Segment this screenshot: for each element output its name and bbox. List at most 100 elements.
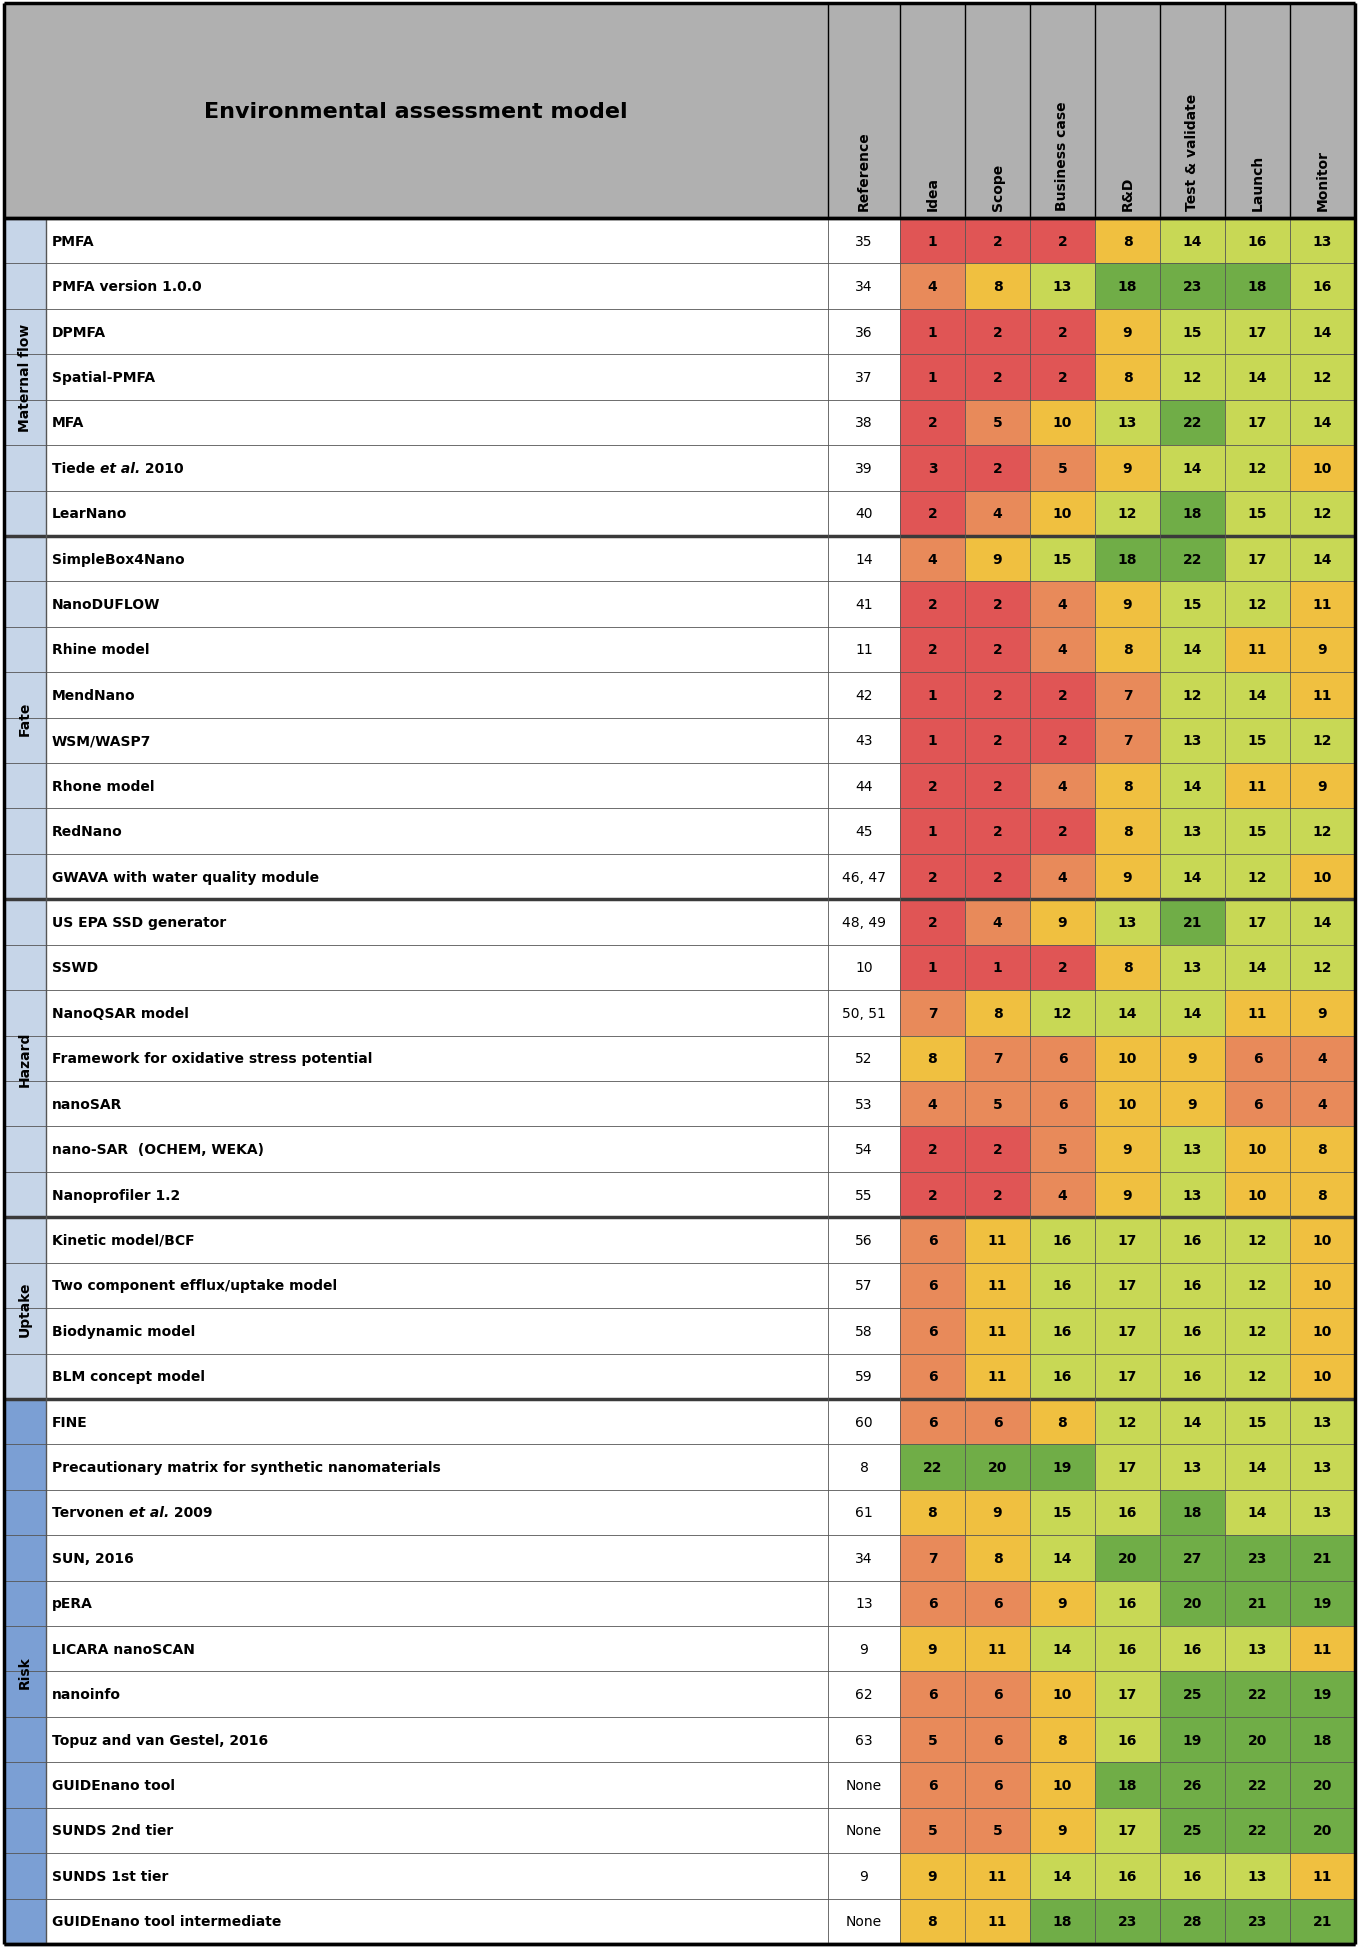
Bar [828, 265, 900, 310]
Text: 2: 2 [928, 779, 938, 793]
Bar [1290, 719, 1355, 764]
Bar [1161, 1445, 1224, 1490]
Bar [1224, 719, 1290, 764]
Text: Spatial-PMFA: Spatial-PMFA [52, 370, 155, 386]
Bar [1030, 1763, 1095, 1808]
Text: 14: 14 [1182, 234, 1203, 249]
Text: 8: 8 [1123, 643, 1132, 656]
Text: 4: 4 [1318, 1052, 1328, 1066]
Text: 37: 37 [855, 370, 872, 386]
Bar [46, 992, 828, 1036]
Bar [828, 1309, 900, 1354]
Text: 55: 55 [855, 1188, 872, 1202]
Bar [828, 1126, 900, 1173]
Bar [965, 1262, 1030, 1309]
Text: 11: 11 [1313, 1868, 1332, 1884]
Text: 12: 12 [1248, 1278, 1267, 1293]
Text: 6: 6 [1253, 1097, 1263, 1110]
Bar [1161, 401, 1224, 446]
Bar [1290, 1627, 1355, 1671]
Bar [1290, 1354, 1355, 1399]
Bar [46, 536, 828, 582]
Bar [1161, 265, 1224, 310]
Text: 2: 2 [992, 643, 1003, 656]
Bar [1161, 491, 1224, 536]
Text: 57: 57 [855, 1278, 872, 1293]
Text: et al.: et al. [101, 462, 140, 475]
Bar [1224, 491, 1290, 536]
Text: 10: 10 [1053, 1687, 1072, 1701]
Bar [828, 1627, 900, 1671]
Text: 10: 10 [1313, 1233, 1332, 1247]
Bar [1290, 627, 1355, 672]
Bar [1095, 491, 1161, 536]
Text: 2: 2 [1057, 325, 1067, 339]
Text: 9: 9 [928, 1868, 938, 1884]
Text: 35: 35 [855, 234, 872, 249]
Text: 9: 9 [859, 1868, 868, 1884]
Bar [965, 1354, 1030, 1399]
Bar [900, 1535, 965, 1582]
Bar [1290, 1763, 1355, 1808]
Bar [1095, 764, 1161, 808]
Bar [1161, 1853, 1224, 1899]
Text: 2: 2 [992, 1188, 1003, 1202]
Bar [1224, 1036, 1290, 1081]
Bar [1095, 1899, 1161, 1944]
Bar [46, 1763, 828, 1808]
Bar [828, 1535, 900, 1582]
Bar [1224, 900, 1290, 945]
Bar [1224, 1126, 1290, 1173]
Text: 1: 1 [928, 325, 938, 339]
Text: 12: 12 [1248, 871, 1267, 884]
Text: 16: 16 [1053, 1325, 1072, 1338]
Text: Framework for oxidative stress potential: Framework for oxidative stress potential [52, 1052, 372, 1066]
Text: 11: 11 [988, 1642, 1007, 1656]
Text: 16: 16 [1182, 1868, 1203, 1884]
Text: 9: 9 [1318, 1007, 1328, 1021]
Text: 36: 36 [855, 325, 872, 339]
Text: 13: 13 [1182, 1188, 1203, 1202]
Bar [46, 1354, 828, 1399]
Bar [900, 401, 965, 446]
Bar [1030, 401, 1095, 446]
Text: 4: 4 [1057, 871, 1067, 884]
Bar [46, 1309, 828, 1354]
Bar [1290, 1126, 1355, 1173]
Bar [900, 900, 965, 945]
Bar [1161, 1036, 1224, 1081]
Bar [828, 1399, 900, 1445]
Text: 8: 8 [928, 1915, 938, 1929]
Bar [965, 1808, 1030, 1853]
Bar [1161, 627, 1224, 672]
Text: 11: 11 [855, 643, 872, 656]
Bar [1030, 900, 1095, 945]
Text: 60: 60 [855, 1414, 872, 1430]
Bar [1030, 1716, 1095, 1763]
Bar [1095, 1808, 1161, 1853]
Bar [1161, 218, 1224, 265]
Text: 11: 11 [1248, 779, 1267, 793]
Bar [1290, 992, 1355, 1036]
Text: 21: 21 [1182, 916, 1203, 929]
Text: 13: 13 [1313, 1414, 1332, 1430]
Bar [965, 1399, 1030, 1445]
Text: Topuz and van Gestel, 2016: Topuz and van Gestel, 2016 [52, 1732, 268, 1747]
Text: 34: 34 [855, 1551, 872, 1564]
Bar [828, 536, 900, 582]
Bar [1290, 355, 1355, 401]
Bar [828, 855, 900, 900]
Bar [1290, 401, 1355, 446]
Bar [900, 1808, 965, 1853]
Text: 11: 11 [988, 1233, 1007, 1247]
Bar [900, 672, 965, 719]
Text: 20: 20 [1313, 1779, 1332, 1792]
Bar [900, 992, 965, 1036]
Bar [1290, 1081, 1355, 1126]
Bar [1030, 1309, 1095, 1354]
Text: 12: 12 [1248, 1233, 1267, 1247]
Bar [965, 764, 1030, 808]
Bar [46, 855, 828, 900]
Text: Two component efflux/uptake model: Two component efflux/uptake model [52, 1278, 337, 1293]
Bar [4, 218, 46, 536]
